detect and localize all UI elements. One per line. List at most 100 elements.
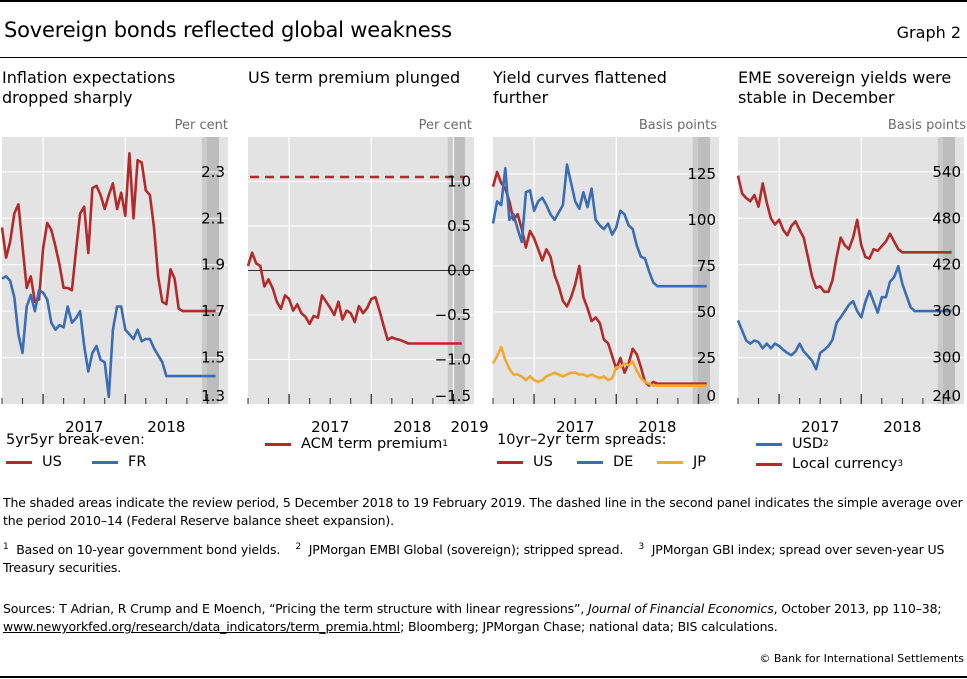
bottom-rule [0,676,967,678]
review-period-shade [206,137,219,404]
review-period-shade [937,137,943,404]
y-axis-unit: Basis points [638,118,717,133]
legend-swatch [756,462,782,466]
legend-swatch [92,460,118,464]
legend-heading: 10yr–2yr term spreads: [497,432,667,448]
series-line-fr [1,275,216,399]
journal-name: Journal of Financial Economics [588,601,774,616]
x-tick-label: 2018 [393,418,431,436]
y-tick-label: 300 [932,349,961,367]
legend-label: US [42,454,62,470]
review-period-shade [201,137,207,404]
panel-us-term-premium: US term premium plunged Per cent −1.5 −1.… [246,64,489,474]
legend-swatch [577,460,603,464]
legend-label: ACM term premium [301,436,443,452]
y-tick-label: 540 [932,163,961,181]
legend-label: DE [613,454,634,470]
legend-item-fr: FR [92,454,146,470]
graph-title: Sovereign bonds reflected global weaknes… [4,18,452,42]
panel-eme-sovereign-yields: EME sovereign yields were stable in Dece… [736,64,967,474]
x-tick-label: 2017 [556,418,594,436]
legend-item-us: US [497,454,553,470]
y-tick-label: 240 [932,387,961,405]
panel-title-line: further [493,88,549,107]
y-tick-label: 1.0 [447,173,471,191]
top-rule [0,0,967,2]
series-line-usd [736,264,952,371]
legend-item-us: US [6,454,62,470]
y-axis-unit: Per cent [418,118,472,133]
x-tick-label: 2019 [450,418,488,436]
chart-plot: 240 300 360 420 480 540 2017 2018 [736,137,964,436]
plot-background [493,137,719,404]
title-rule [0,57,967,58]
panel-title-line: stable in December [738,88,895,107]
source-link[interactable]: www.newyorkfed.org/research/data_indicat… [3,619,401,634]
y-tick-label: 0 [706,387,716,405]
plot-background [2,137,228,404]
legend-swatch [265,442,291,446]
footnote-ref: 3 [897,459,904,469]
x-tick-label: 2017 [311,418,349,436]
copyright: © Bank for International Settlements [759,652,964,665]
series-line-acm-term-premium [246,251,462,345]
legend-label: US [533,454,553,470]
review-period-shade [692,137,698,404]
legend-swatch [6,460,32,464]
legend-item-local-currency: Local currency 3 [756,456,903,472]
footnote-ref: 1 [442,439,448,449]
legend-heading: 5yr5yr break-even: [6,432,145,448]
y-tick-label: 100 [687,211,716,229]
chart-plot: 1.3 1.5 1.7 1.9 2.1 2.3 2017 2018 [0,137,228,436]
series-line-us [491,170,707,387]
series-line-de [491,163,707,288]
y-tick-label: 2.1 [201,209,225,227]
y-axis-unit: Basis points [887,118,966,133]
review-period-shade [942,137,955,404]
y-tick-label: 25 [697,349,716,367]
x-tick-label: 2017 [65,418,103,436]
legend-item-usd: USD 2 [756,436,829,452]
legend-swatch [756,442,782,446]
chart-plot: 0 25 50 75 100 125 2017 2018 [491,137,719,436]
legend-swatch [657,460,683,464]
y-tick-label: 0.5 [447,217,471,235]
legend-label: FR [128,454,147,470]
y-tick-label: 2.3 [201,163,225,181]
series-line-jp [491,345,707,387]
y-tick-label: 480 [932,209,961,227]
legend-swatch [497,460,523,464]
y-tick-label: 1.9 [201,256,225,274]
graph-number: Graph 2 [896,23,961,42]
footnote-3: 3 JPMorgan GBI index; spread over seven-… [3,542,945,576]
panel-title: Yield curves flattened further [493,68,723,108]
x-tick-label: 2017 [801,418,839,436]
panel-title-line: Yield curves flattened [493,68,667,87]
x-tick-label: 2018 [638,418,676,436]
legend-label: Local currency [792,456,898,472]
y-tick-label: −1.0 [435,351,471,369]
series-line-local-currency [736,175,952,294]
y-tick-label: 125 [687,165,716,183]
panel-title-line: US term premium plunged [248,68,461,87]
legend-label: USD [792,436,823,452]
y-tick-label: −1.5 [435,387,471,405]
panel-title: Inflation expectations dropped sharply [2,68,232,108]
panel-yield-curves: Yield curves flattened further Basis poi… [491,64,723,474]
y-tick-label: −0.5 [435,306,471,324]
panel-title: EME sovereign yields were stable in Dece… [738,68,967,108]
footnote-2: 2 JPMorgan EMBI Global (sovereign); stri… [295,542,624,558]
y-axis-unit: Per cent [174,118,228,133]
review-period-shade [697,137,710,404]
legend-item-acm-term-premium: ACM term premium 1 [265,436,448,452]
panel-title-line: EME sovereign yields were [738,68,952,87]
panel-title-line: Inflation expectations [2,68,176,87]
panel-title-line: dropped sharply [2,88,133,107]
shading-note: The shaded areas indicate the review per… [3,495,963,528]
chart-plot: −1.5 −1.0 −0.5 0.0 0.5 1.0 2017 2018 2019 [246,137,489,436]
legend-item-jp: JP [657,454,706,470]
y-tick-label: 0.0 [447,262,471,280]
x-tick-label: 2018 [147,418,185,436]
panel-title: US term premium plunged [248,68,478,88]
x-tick-label: 2018 [883,418,921,436]
